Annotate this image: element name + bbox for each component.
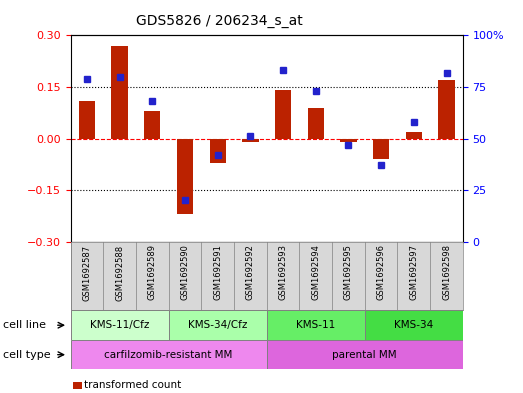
Bar [406,132,422,138]
Bar [210,138,226,163]
Bar [267,310,365,340]
Text: GSM1692589: GSM1692589 [148,244,157,300]
Bar [144,111,161,138]
Text: GSM1692594: GSM1692594 [311,244,320,300]
Text: GSM1692596: GSM1692596 [377,244,385,300]
Bar [168,310,267,340]
Text: transformed count: transformed count [84,380,181,390]
Bar [267,340,463,369]
Bar [242,138,258,142]
Text: GSM1692598: GSM1692598 [442,244,451,300]
Bar [111,46,128,138]
Bar [308,108,324,138]
Text: cell line: cell line [3,320,46,330]
Text: GSM1692593: GSM1692593 [279,244,288,300]
Text: KMS-11/Cfz: KMS-11/Cfz [90,320,150,330]
Bar [79,101,95,138]
Bar [373,138,389,159]
Bar [275,90,291,138]
Text: GSM1692591: GSM1692591 [213,244,222,300]
Text: GSM1692590: GSM1692590 [180,244,189,300]
Text: KMS-11: KMS-11 [296,320,335,330]
Text: GSM1692588: GSM1692588 [115,244,124,301]
Text: KMS-34/Cfz: KMS-34/Cfz [188,320,247,330]
Text: GSM1692587: GSM1692587 [83,244,92,301]
Bar [365,310,463,340]
Text: GSM1692595: GSM1692595 [344,244,353,300]
Text: GSM1692597: GSM1692597 [410,244,418,300]
Bar [71,340,267,369]
Bar [177,138,193,214]
Bar [71,310,168,340]
Text: parental MM: parental MM [333,350,397,360]
Text: GSM1692592: GSM1692592 [246,244,255,300]
Bar [340,138,357,142]
Bar [438,80,454,138]
Text: GDS5826 / 206234_s_at: GDS5826 / 206234_s_at [137,14,303,28]
Text: KMS-34: KMS-34 [394,320,434,330]
Text: cell type: cell type [3,350,50,360]
Text: carfilzomib-resistant MM: carfilzomib-resistant MM [105,350,233,360]
